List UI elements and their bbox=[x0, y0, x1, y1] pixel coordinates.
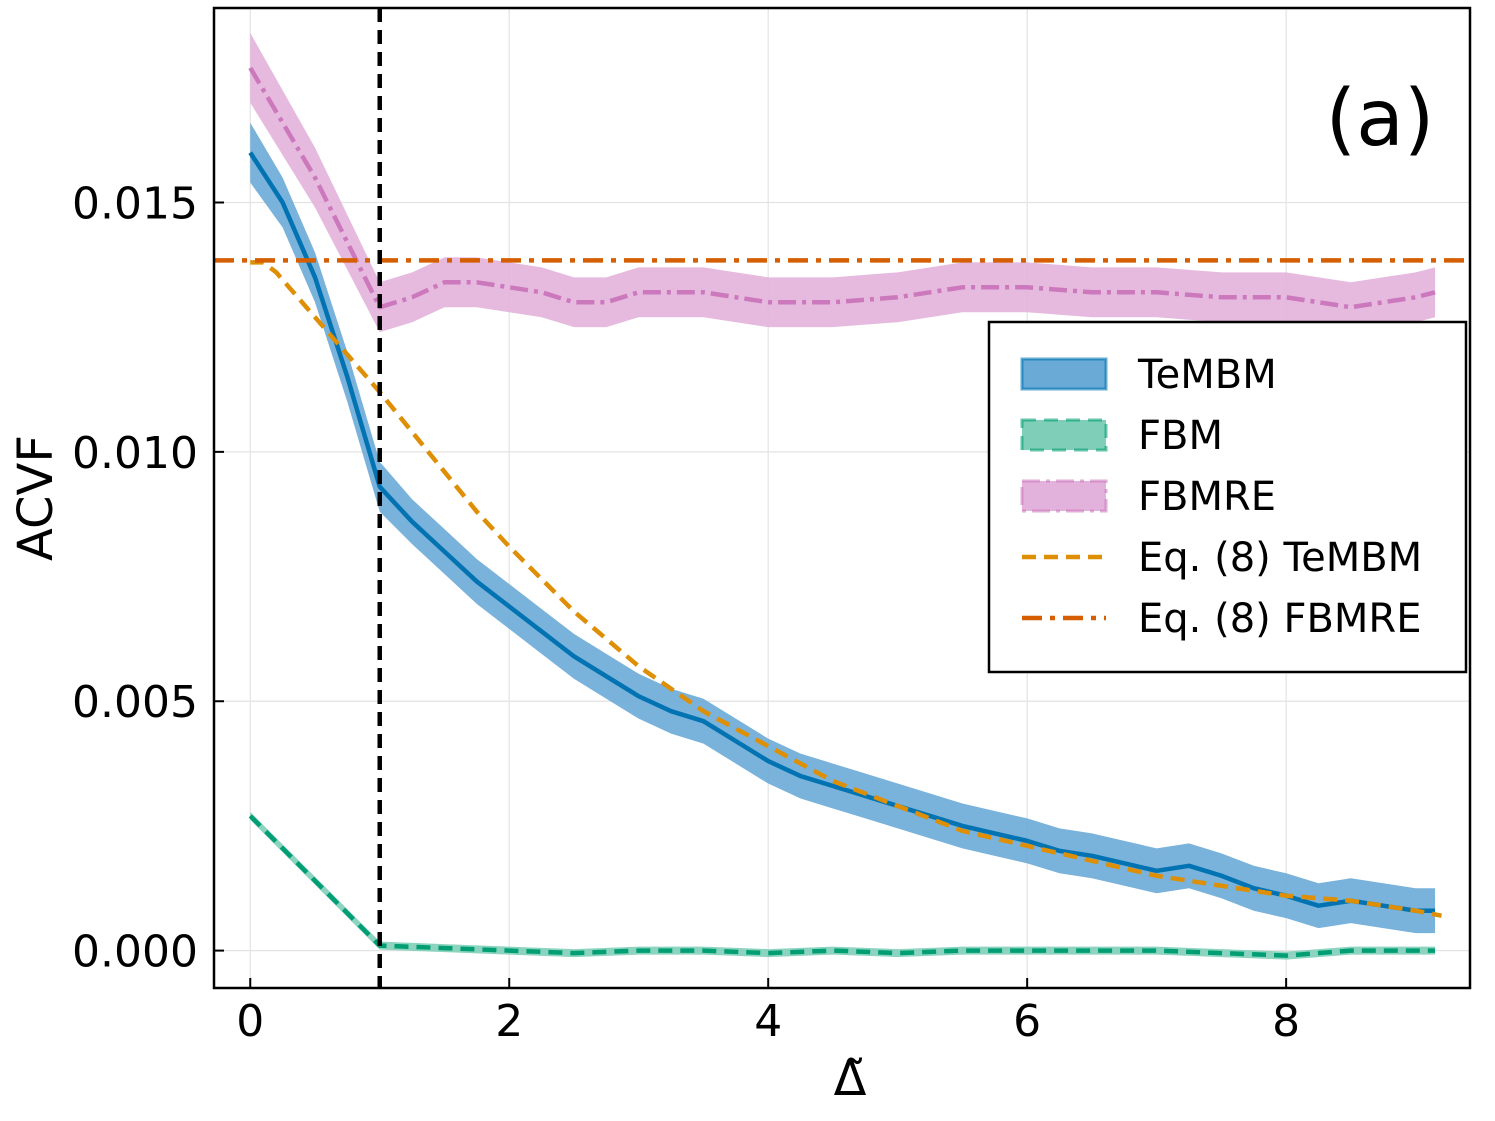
panel-label: (a) bbox=[1326, 74, 1435, 164]
axis-ticks: 0 2 4 6 8 0.000 0.005 0.010 0.015 bbox=[72, 179, 1300, 1047]
plot-frame bbox=[212, 6, 1472, 990]
fbmre-mean-line bbox=[248, 66, 1436, 310]
y-tick-label-3: 0.015 bbox=[72, 179, 198, 230]
legend-label-tembm: TeMBM bbox=[1137, 352, 1277, 398]
fbmre-band bbox=[250, 32, 1436, 333]
legend: TeMBM FBM FBMRE Eq. (8) TeMBM Eq. (8) FBMRE bbox=[987, 320, 1468, 674]
x-tick-label-1: 2 bbox=[495, 996, 523, 1047]
legend-label-eq-8-tembm: Eq. (8) TeMBM bbox=[1138, 535, 1422, 581]
series-layer bbox=[214, 32, 1470, 960]
y-tick-label-0: 0.000 bbox=[72, 927, 198, 978]
y-tick-label-1: 0.005 bbox=[72, 677, 198, 728]
y-axis-label: ACVF bbox=[8, 435, 64, 561]
x-tick-label-4: 8 bbox=[1272, 996, 1300, 1047]
legend-swatch-fbm bbox=[1020, 418, 1108, 452]
x-tick-label-3: 6 bbox=[1013, 996, 1041, 1047]
x-tick-label-2: 4 bbox=[754, 996, 782, 1047]
tembm-mean-line bbox=[248, 151, 1436, 913]
tembm-band bbox=[250, 122, 1436, 934]
legend-swatch-fbmre bbox=[1020, 479, 1108, 513]
legend-label-fbmre: FBMRE bbox=[1138, 474, 1276, 520]
legend-label-fbm: FBM bbox=[1138, 413, 1223, 459]
legend-label-eq-8-fbmre: Eq. (8) FBMRE bbox=[1138, 596, 1422, 642]
legend-swatch-tembm bbox=[1020, 357, 1108, 391]
fbm-mean-line bbox=[248, 814, 1436, 958]
y-tick-label-2: 0.010 bbox=[72, 428, 198, 479]
x-tick-label-0: 0 bbox=[236, 996, 264, 1047]
x-axis-label: Δ̃ bbox=[834, 1051, 867, 1107]
